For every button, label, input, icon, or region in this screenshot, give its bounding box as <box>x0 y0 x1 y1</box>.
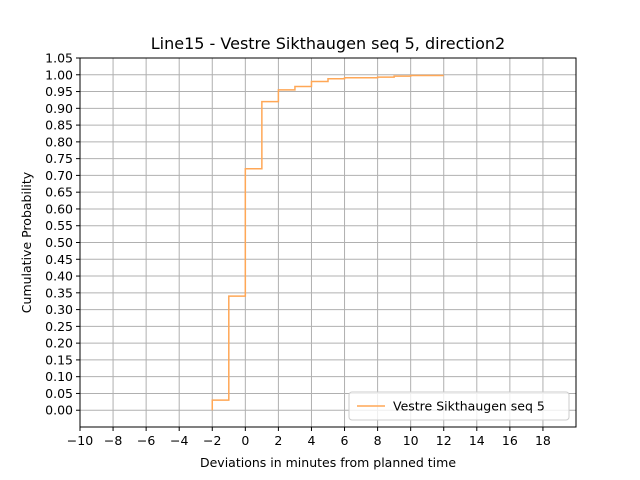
legend-label: Vestre Sikthaugen seq 5 <box>393 399 545 414</box>
grid-lines <box>79 57 576 427</box>
y-tick-label: 0.10 <box>45 369 73 384</box>
x-tick-label: −2 <box>203 433 221 448</box>
y-tick-label: 0.55 <box>45 218 73 233</box>
x-tick-label: −10 <box>67 433 93 448</box>
y-tick-label: 0.25 <box>45 319 73 334</box>
legend-box <box>348 391 570 421</box>
y-tick-label: 0.90 <box>45 101 73 116</box>
x-tick-label: 16 <box>502 433 518 448</box>
x-tick-label: 12 <box>436 433 452 448</box>
y-tick-label: 0.65 <box>45 185 73 200</box>
y-tick-label: 0.95 <box>45 84 73 99</box>
x-tick-label: 0 <box>241 433 249 448</box>
x-tick-label: 18 <box>535 433 551 448</box>
y-tick-label: 0.05 <box>45 386 73 401</box>
x-axis-label: Deviations in minutes from planned time <box>200 455 456 470</box>
x-tick-label: 14 <box>469 433 485 448</box>
x-tick-label: 2 <box>274 433 282 448</box>
series-step-line <box>211 74 444 411</box>
x-tick-label: 10 <box>403 433 419 448</box>
y-tick-label: 0.15 <box>45 352 73 367</box>
y-tick-label: 0.60 <box>45 201 73 216</box>
x-tick-label: −6 <box>137 433 155 448</box>
x-axis-ticks: −10 −8 −6 −4 −2 0 2 4 6 8 10 12 14 16 18 <box>67 427 551 448</box>
x-tick-label: −8 <box>104 433 122 448</box>
y-tick-label: 0.80 <box>45 134 73 149</box>
x-tick-label: 8 <box>374 433 382 448</box>
y-tick-label: 0.30 <box>45 302 73 317</box>
legend: Vestre Sikthaugen seq 5 <box>348 391 570 421</box>
y-tick-label: 0.75 <box>45 151 73 166</box>
chart-title: Line15 - Vestre Sikthaugen seq 5, direct… <box>151 34 505 53</box>
y-tick-label: 0.50 <box>45 235 73 250</box>
x-tick-label: 6 <box>341 433 349 448</box>
y-tick-label: 0.70 <box>45 168 73 183</box>
x-tick-label: −4 <box>170 433 188 448</box>
y-tick-label: 0.20 <box>45 336 73 351</box>
y-tick-label: 1.05 <box>45 51 73 66</box>
series-layer <box>211 74 444 411</box>
y-tick-label: 1.00 <box>45 67 73 82</box>
y-tick-label: 0.00 <box>45 403 73 418</box>
y-tick-label: 0.40 <box>45 269 73 284</box>
y-tick-label: 0.85 <box>45 118 73 133</box>
y-axis-label: Cumulative Probability <box>19 171 34 313</box>
y-axis-ticks: 0.00 0.05 0.10 0.150.20 0.25 0.30 0.350.40 0.45… <box>45 51 80 418</box>
y-tick-label: 0.35 <box>45 285 73 300</box>
y-tick-label: 0.45 <box>45 252 73 267</box>
x-tick-label: 4 <box>307 433 315 448</box>
